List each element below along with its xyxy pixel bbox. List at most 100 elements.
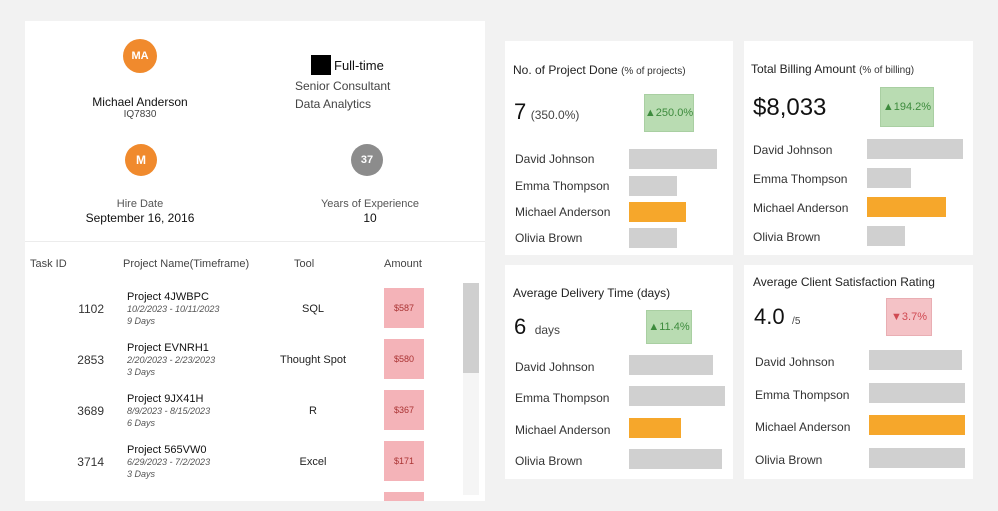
comparison-bar	[629, 149, 717, 169]
bar-label: Olivia Brown	[753, 230, 821, 244]
column-project-name[interactable]: Project Name(Timeframe)	[123, 258, 250, 270]
kpi-unit: /5	[792, 316, 801, 327]
project-cell: Project 9JX41H 8/9/2023 - 8/15/2023 6 Da…	[127, 393, 210, 429]
project-cell: Project 4JWBPC 10/2/2023 - 10/11/2023 9 …	[127, 291, 219, 327]
kpi-value-row: 7 (350.0%)	[514, 99, 579, 125]
amount-cell: $580	[384, 339, 424, 379]
bar-label: Emma Thompson	[753, 172, 848, 186]
comparison-bar	[867, 226, 905, 246]
employee-name: Michael Anderson	[92, 95, 188, 109]
hire-date-label: Hire Date	[116, 198, 164, 210]
kpi-change-badge: ▲194.2%	[880, 87, 934, 127]
comparison-bar	[629, 228, 677, 248]
project-duration: 3 Days	[127, 367, 156, 377]
bar-label: Emma Thompson	[515, 179, 610, 193]
bar-label: Michael Anderson	[753, 201, 849, 215]
comparison-bar	[629, 449, 722, 469]
employee-id: IQ7830	[123, 109, 157, 120]
comparison-bar-highlight	[629, 202, 686, 222]
comparison-bar	[629, 176, 677, 196]
task-id: 3689	[77, 404, 104, 418]
kpi-projects-card: No. of Project Done (% of projects) 7 (3…	[505, 41, 733, 255]
kpi-title-text: Total Billing Amount	[751, 62, 856, 76]
project-timeframe: 8/9/2023 - 8/15/2023	[127, 406, 211, 416]
project-name: Project 9JX41H	[127, 393, 204, 405]
kpi-billing-card: Total Billing Amount (% of billing) $8,0…	[744, 41, 973, 255]
amount-cell: $587	[384, 288, 424, 328]
kpi-title: No. of Project Done (% of projects)	[513, 63, 686, 77]
job-title: Senior Consultant	[295, 79, 391, 93]
bar-label: Michael Anderson	[515, 205, 611, 219]
comparison-bar	[629, 355, 713, 375]
kpi-value: 7	[514, 99, 527, 124]
experience-label: Years of Experience	[320, 198, 420, 210]
kpi-change-badge: ▼3.7%	[886, 298, 932, 336]
column-task-id[interactable]: Task ID	[30, 258, 67, 270]
avatar: MA	[123, 39, 157, 73]
bar-label: David Johnson	[515, 152, 595, 166]
column-tool[interactable]: Tool	[294, 258, 315, 270]
column-amount[interactable]: Amount	[384, 258, 422, 270]
hire-date: September 16, 2016	[85, 211, 195, 225]
kpi-value: 6	[514, 314, 527, 339]
comparison-bar-highlight	[629, 418, 681, 438]
experience-value: 10	[363, 211, 377, 225]
kpi-title-note: (% of projects)	[621, 66, 686, 77]
comparison-bar	[867, 168, 911, 188]
divider	[25, 241, 485, 242]
employment-type-icon	[311, 55, 331, 75]
kpi-title: Average Client Satisfaction Rating	[753, 275, 935, 289]
bar-label: Emma Thompson	[755, 388, 850, 402]
amount-cell-partial	[384, 492, 424, 501]
project-tool: Excel	[299, 456, 327, 468]
hire-date-badge: M	[125, 144, 157, 176]
project-name: Project 565VW0	[127, 444, 207, 456]
bar-label: Michael Anderson	[755, 420, 851, 434]
kpi-title-note: (% of billing)	[859, 65, 915, 76]
comparison-bar	[869, 350, 962, 370]
amount-cell: $171	[384, 441, 424, 481]
project-tool: R	[309, 405, 317, 417]
kpi-change-badge: ▲11.4%	[646, 310, 692, 344]
kpi-delivery-card: Average Delivery Time (days) 6 days ▲11.…	[505, 265, 733, 479]
amount-cell: $367	[384, 390, 424, 430]
kpi-title: Total Billing Amount (% of billing)	[751, 62, 914, 76]
bar-label: David Johnson	[515, 360, 595, 374]
comparison-bar	[629, 386, 725, 406]
bar-label: Olivia Brown	[515, 231, 583, 245]
comparison-bar	[869, 448, 965, 468]
bar-label: Olivia Brown	[515, 454, 583, 468]
bar-label: Olivia Brown	[755, 453, 823, 467]
project-name: Project EVNRH1	[127, 342, 209, 354]
kpi-value: $8,033	[753, 94, 827, 121]
comparison-bar-highlight	[869, 415, 965, 435]
task-id: 2853	[77, 353, 104, 367]
kpi-value-note: (350.0%)	[530, 108, 580, 122]
kpi-change-badge: ▲250.0%	[644, 94, 694, 132]
project-cell: Project 565VW0 6/29/2023 - 7/2/2023 3 Da…	[127, 444, 210, 480]
comparison-bar	[869, 383, 965, 403]
project-name: Project 4JWBPC	[127, 291, 209, 303]
bar-label: Emma Thompson	[515, 391, 610, 405]
experience-badge: 37	[351, 144, 383, 176]
kpi-value-row: 6 days	[514, 314, 560, 340]
comparison-bar	[867, 139, 963, 159]
employee-panel: MA Michael Anderson IQ7830 Full-time Sen…	[25, 21, 485, 501]
kpi-value-row: 4.0 /5	[754, 304, 800, 330]
bar-label: David Johnson	[753, 143, 833, 157]
kpi-value: 4.0	[754, 304, 785, 329]
project-duration: 3 Days	[127, 469, 156, 479]
task-id: 3714	[77, 455, 104, 469]
project-timeframe: 2/20/2023 - 2/23/2023	[127, 355, 216, 365]
project-timeframe: 6/29/2023 - 7/2/2023	[127, 457, 211, 467]
kpi-satisfaction-card: Average Client Satisfaction Rating 4.0 /…	[744, 265, 973, 479]
bar-label: David Johnson	[755, 355, 835, 369]
employment-type: Full-time	[334, 58, 384, 73]
task-id: 1102	[78, 302, 104, 316]
kpi-title-text: No. of Project Done	[513, 63, 618, 77]
comparison-bar-highlight	[867, 197, 946, 217]
scrollbar-thumb[interactable]	[463, 283, 479, 373]
kpi-title: Average Delivery Time (days)	[513, 286, 671, 300]
project-tool: Thought Spot	[279, 354, 347, 366]
bar-label: Michael Anderson	[515, 423, 611, 437]
